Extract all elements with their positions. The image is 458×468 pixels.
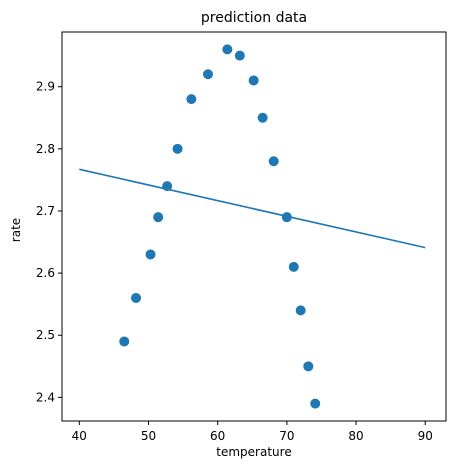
scatter-point — [295, 305, 306, 316]
scatter-point — [257, 112, 268, 123]
x-axis-title: temperature — [216, 445, 291, 459]
scatter-point — [202, 69, 213, 80]
scatter-point — [268, 156, 279, 167]
scatter-point — [172, 143, 183, 154]
x-tick-label: 70 — [279, 429, 294, 443]
x-tick-label: 40 — [72, 429, 87, 443]
y-tick-label: 2.4 — [36, 390, 55, 404]
scatter-point — [186, 94, 197, 105]
x-tick-label: 50 — [141, 429, 156, 443]
scatter-point — [310, 398, 321, 409]
x-tick-label: 80 — [348, 429, 363, 443]
scatter-point — [145, 249, 156, 260]
fit-line — [79, 168, 426, 249]
scatter-point — [162, 181, 173, 192]
y-tick-label: 2.5 — [36, 328, 55, 342]
scatter-point — [153, 212, 164, 223]
scatter-point — [303, 361, 314, 372]
scatter-point — [281, 212, 292, 223]
scatter-point — [288, 261, 299, 272]
x-tick-label: 90 — [418, 429, 433, 443]
plot-area: 40 50 60 70 80 90 2.4 2.5 2.6 2.7 2.8 2.9 — [36, 31, 447, 443]
plot-frame — [61, 31, 447, 422]
scatter-point — [248, 75, 259, 86]
y-tick-label: 2.6 — [36, 266, 55, 280]
y-axis-title: rate — [9, 218, 23, 242]
scatter-point — [222, 44, 233, 55]
y-tick-label: 2.8 — [36, 142, 55, 156]
y-tick-label: 2.9 — [36, 80, 55, 94]
scatter-point — [234, 50, 245, 61]
y-tick-label: 2.7 — [36, 204, 55, 218]
scatter-point — [119, 336, 130, 347]
x-tick-label: 60 — [210, 429, 225, 443]
chart-title: prediction data — [201, 10, 307, 26]
scatter-point — [131, 292, 142, 303]
